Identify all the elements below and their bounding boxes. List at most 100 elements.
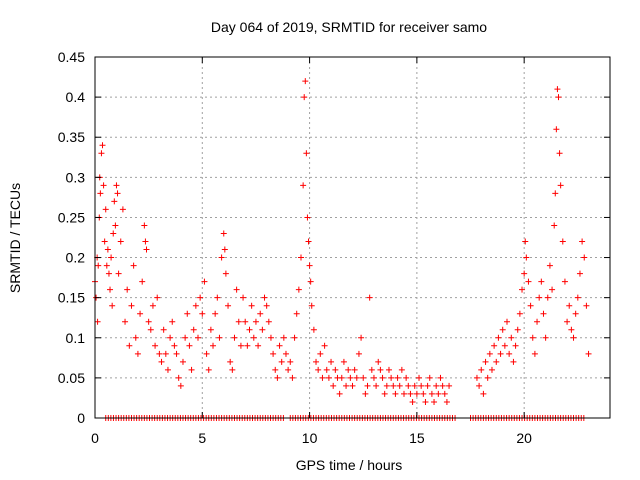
data-point xyxy=(495,334,502,341)
data-point xyxy=(94,318,101,325)
data-point xyxy=(303,150,310,157)
data-point xyxy=(100,182,107,189)
data-point xyxy=(132,334,139,341)
data-point xyxy=(564,318,571,325)
data-point xyxy=(568,326,575,333)
data-point xyxy=(418,382,425,389)
data-point xyxy=(302,78,309,85)
data-point xyxy=(433,382,440,389)
data-point xyxy=(512,342,519,349)
data-point xyxy=(229,366,236,373)
data-point xyxy=(574,294,581,301)
data-point xyxy=(504,318,510,325)
data-point xyxy=(305,238,312,245)
data-point xyxy=(173,350,180,357)
data-point xyxy=(544,294,551,301)
data-point xyxy=(403,374,410,381)
data-point xyxy=(220,230,227,237)
data-point xyxy=(141,222,148,229)
data-point xyxy=(409,398,416,405)
data-point xyxy=(300,182,307,189)
data-point xyxy=(221,246,228,253)
data-point xyxy=(282,350,289,357)
data-point xyxy=(405,382,412,389)
data-point xyxy=(351,366,358,373)
grid-lines xyxy=(95,57,610,418)
data-point xyxy=(566,302,573,309)
data-point xyxy=(306,262,313,269)
data-point xyxy=(244,342,251,349)
data-point xyxy=(441,390,448,397)
data-point xyxy=(109,302,116,309)
data-point xyxy=(154,294,161,301)
data-point xyxy=(439,382,446,389)
data-point xyxy=(353,374,360,381)
y-tick-label: 0.1 xyxy=(66,330,86,346)
data-point xyxy=(214,294,221,301)
data-point xyxy=(401,390,407,397)
data-point xyxy=(375,358,382,365)
data-point xyxy=(177,382,184,389)
data-point xyxy=(272,366,279,373)
data-point xyxy=(521,270,528,277)
data-point xyxy=(257,310,264,317)
data-point xyxy=(240,294,247,301)
data-point xyxy=(205,366,212,373)
data-point xyxy=(225,302,232,309)
x-tick-label: 20 xyxy=(516,430,532,446)
y-tick-label: 0 xyxy=(77,410,85,426)
data-point xyxy=(160,326,167,333)
data-point xyxy=(435,390,442,397)
data-point xyxy=(424,382,431,389)
data-point xyxy=(338,374,345,381)
data-point xyxy=(549,286,556,293)
y-tick-label: 0.05 xyxy=(58,370,85,386)
data-point xyxy=(570,334,577,341)
data-point xyxy=(111,198,118,205)
data-point xyxy=(104,246,111,253)
data-points xyxy=(92,78,592,421)
data-point xyxy=(553,126,560,133)
data-point xyxy=(390,382,397,389)
data-point xyxy=(325,374,332,381)
data-point xyxy=(313,358,320,365)
data-point xyxy=(368,366,375,373)
data-point xyxy=(398,366,405,373)
data-point xyxy=(536,294,543,301)
data-point xyxy=(143,246,150,253)
data-point xyxy=(508,334,515,341)
data-point xyxy=(413,390,420,397)
data-point xyxy=(381,390,388,397)
data-point xyxy=(122,318,129,325)
data-point xyxy=(542,334,549,341)
data-point xyxy=(480,390,487,397)
data-point xyxy=(443,398,450,405)
data-point xyxy=(523,254,530,261)
y-tick-label: 0.25 xyxy=(58,209,85,225)
data-point xyxy=(95,262,102,269)
data-point xyxy=(101,238,108,245)
data-point xyxy=(126,342,133,349)
data-point xyxy=(162,350,169,357)
data-point xyxy=(332,366,339,373)
data-point xyxy=(476,382,483,389)
data-point xyxy=(233,286,240,293)
data-point xyxy=(152,342,159,349)
axis-ticks: 0 0.05 0.1 0.15 0.2 0.25 0.3 0.35 0.4 0.45 0 5 10 15 2… xyxy=(58,49,610,446)
data-point xyxy=(158,358,165,365)
data-point xyxy=(499,326,506,333)
data-point xyxy=(216,334,223,341)
data-point xyxy=(579,238,586,245)
data-point xyxy=(175,374,182,381)
data-point xyxy=(538,278,545,285)
x-tick-label: 5 xyxy=(198,430,206,446)
data-point xyxy=(473,374,480,381)
data-point xyxy=(278,358,285,365)
data-point xyxy=(510,358,517,365)
data-point xyxy=(554,86,561,93)
data-point xyxy=(145,318,152,325)
data-point xyxy=(301,94,308,101)
y-tick-label: 0.3 xyxy=(66,169,86,185)
data-point xyxy=(97,190,104,197)
data-point xyxy=(525,278,532,285)
